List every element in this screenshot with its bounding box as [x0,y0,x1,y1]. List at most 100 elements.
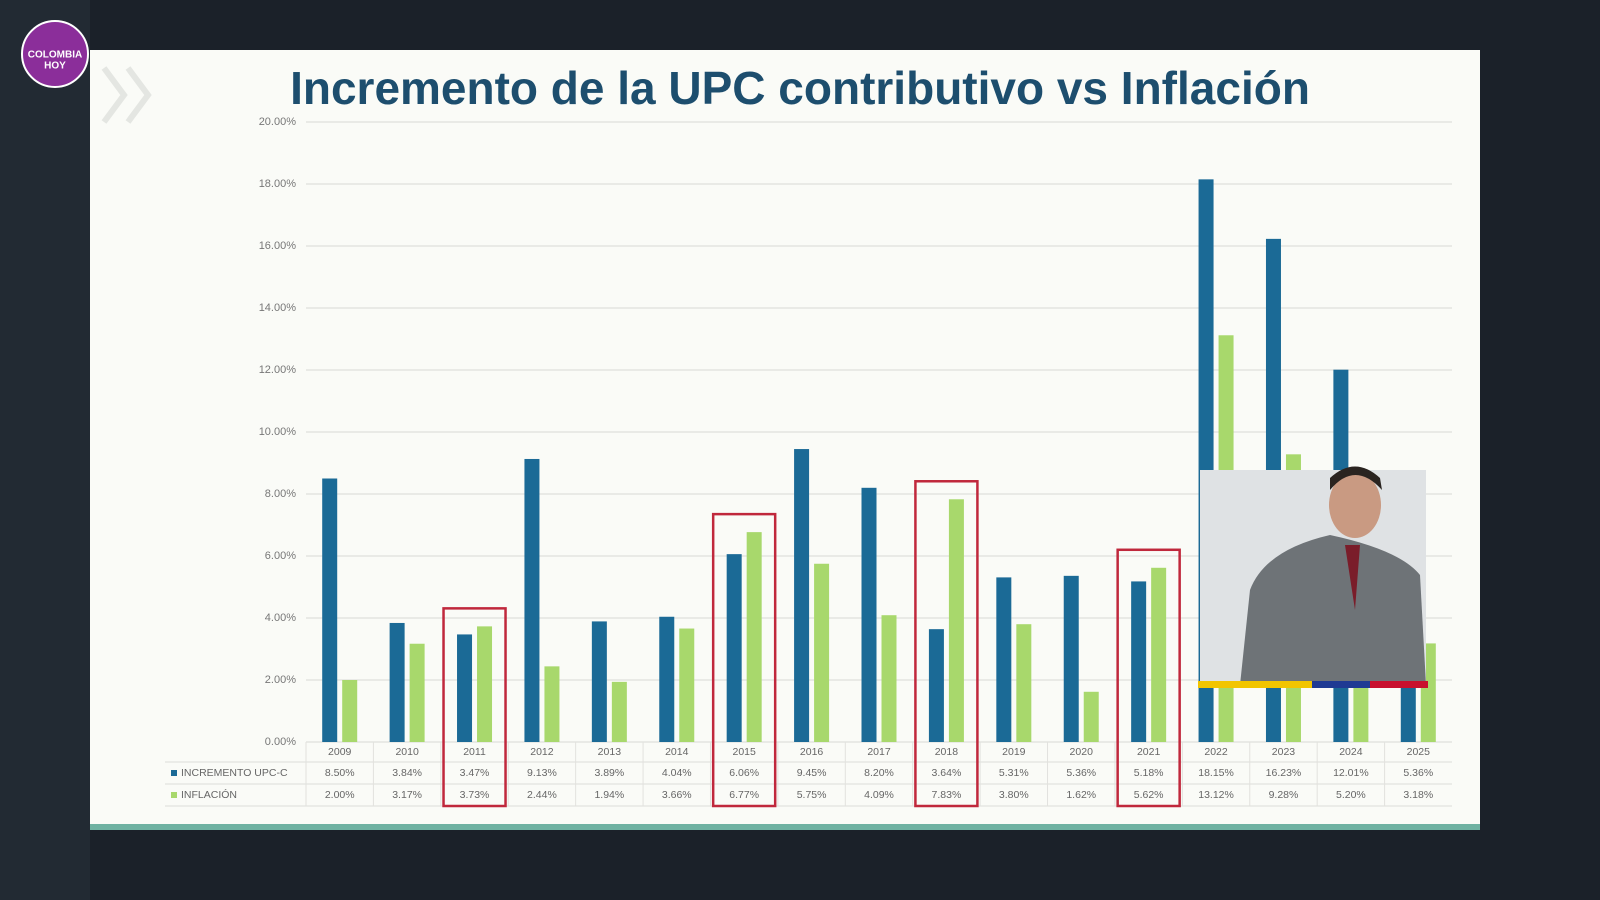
logo [21,20,89,88]
table-value: 7.83% [932,789,962,801]
bar [996,577,1012,742]
interpreter-head [1329,472,1381,538]
table-value: 12.01% [1333,767,1369,779]
flag-red [1370,681,1428,688]
bar [746,532,762,742]
table-value: 2.00% [325,789,355,801]
interpreter-overlay [1198,466,1428,688]
y-tick-label: 4.00% [265,612,296,624]
table-value: 5.36% [1403,767,1433,779]
bar [342,680,358,742]
table-value: 1.94% [594,789,624,801]
bar [322,478,338,742]
x-tick-label: 2009 [328,746,352,758]
highlight-box [711,512,777,808]
table-value: 13.12% [1198,789,1234,801]
bar [814,563,830,742]
bar [1151,567,1167,742]
x-tick-label: 2020 [1070,746,1094,758]
legend-swatch [171,792,177,798]
x-tick-label: 2024 [1339,746,1363,758]
bar [794,449,810,742]
interpreter-tie [1345,545,1360,610]
bar [1016,624,1032,742]
slide [90,50,1480,830]
table-value: 8.50% [325,767,355,779]
x-tick-label: 2021 [1137,746,1161,758]
table-value: 8.20% [864,767,894,779]
x-tick-label: 2013 [598,746,622,758]
table-value: 2.44% [527,789,557,801]
y-tick-label: 6.00% [265,550,296,562]
y-tick-label: 14.00% [259,302,297,314]
bar [726,554,742,742]
x-tick-label: 2023 [1272,746,1296,758]
flag-blue [1312,681,1370,688]
table-value: 16.23% [1266,767,1302,779]
highlight-box [1116,548,1181,808]
table-value: 5.18% [1134,767,1164,779]
x-tick-label: 2014 [665,746,689,758]
bar [881,615,897,742]
table-value: 3.73% [460,789,490,801]
bar [409,643,425,742]
table-value: 3.89% [594,767,624,779]
table-value: 3.64% [932,767,962,779]
table-value: 5.62% [1134,789,1164,801]
x-tick-label: 2015 [732,746,756,758]
table-value: 6.06% [729,767,759,779]
table-value: 4.04% [662,767,692,779]
legend-label: INCREMENTO UPC-C [181,767,288,779]
table-value: 9.45% [797,767,827,779]
table-value: 6.77% [729,789,759,801]
table-value: 3.66% [662,789,692,801]
table-value: 1.62% [1066,789,1096,801]
x-tick-label: 2025 [1407,746,1431,758]
y-tick-label: 16.00% [259,240,297,252]
bar [457,634,473,742]
y-tick-label: 10.00% [259,426,297,438]
table-value: 3.80% [999,789,1029,801]
x-tick-label: 2012 [530,746,554,758]
table-value: 5.20% [1336,789,1366,801]
y-tick-label: 20.00% [259,116,297,128]
x-tick-label: 2019 [1002,746,1026,758]
bar [1063,575,1079,742]
y-tick-label: 8.00% [265,488,296,500]
y-tick-label: 2.00% [265,674,296,686]
table-value: 4.09% [864,789,894,801]
highlight-box [442,607,507,808]
table-value: 18.15% [1198,767,1234,779]
x-tick-label: 2017 [867,746,891,758]
y-tick-label: 12.00% [259,364,297,376]
bar [928,629,944,742]
bar [1083,691,1099,742]
table-value: 9.13% [527,767,557,779]
x-tick-label: 2018 [935,746,959,758]
x-tick-label: 2022 [1204,746,1228,758]
bar [1131,581,1147,742]
bar [611,681,627,742]
bar [524,458,540,742]
table-value: 3.84% [392,767,422,779]
table-value: 3.47% [460,767,490,779]
x-tick-label: 2011 [463,746,486,758]
legend-label: INFLACIÓN [181,788,237,801]
bar [477,626,493,742]
slide-chevrons [101,66,152,124]
table-value: 5.36% [1066,767,1096,779]
x-tick-label: 2016 [800,746,824,758]
y-tick-label: 18.00% [259,178,297,190]
table-value: 3.17% [392,789,422,801]
bar [389,622,405,742]
highlight-box [914,480,979,808]
table-value: 5.31% [999,767,1029,779]
bar [591,621,607,742]
bar [659,616,675,742]
bar [544,666,560,742]
table-value: 9.28% [1269,789,1299,801]
chart-title: Incremento de la UPC contributivo vs Inf… [290,62,1310,114]
bar [679,628,695,742]
bar [861,487,877,742]
interpreter-hair [1330,466,1382,490]
